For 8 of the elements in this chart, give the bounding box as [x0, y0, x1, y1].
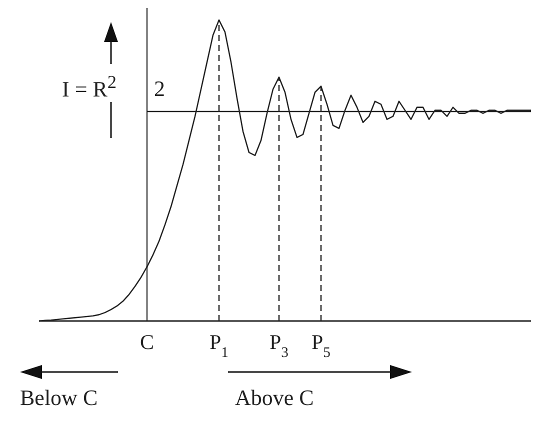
- text: Below C: [20, 385, 98, 411]
- y-axis-title: I = R$^{2}$: [62, 72, 117, 102]
- text: Above C: [235, 385, 314, 411]
- x-tick-label: P$_{5}$: [311, 330, 331, 361]
- annotation: 2: [154, 76, 165, 102]
- x-tick-label: C: [140, 330, 154, 354]
- x-tick-label: P$_{1}$: [209, 330, 229, 361]
- x-tick-label: P$_{3}$: [269, 330, 289, 361]
